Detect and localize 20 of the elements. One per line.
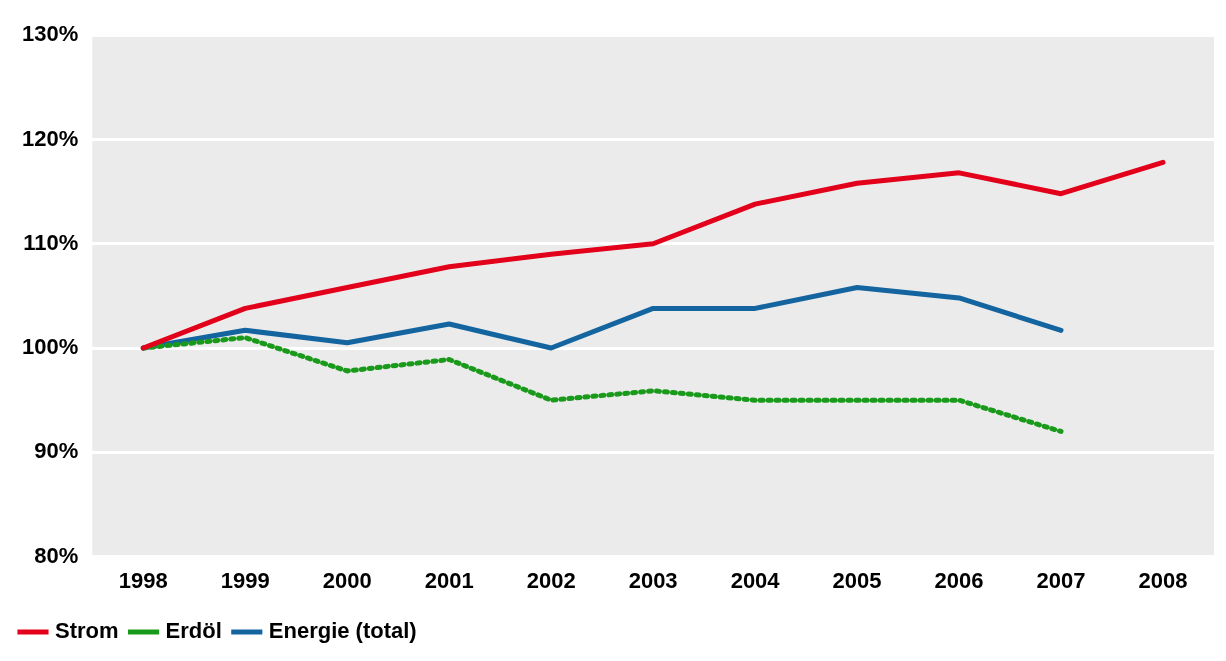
x-tick-label: 2004 [730, 567, 781, 593]
x-tick-label: 2007 [1036, 567, 1086, 593]
y-tick-label: 120% [21, 125, 79, 151]
x-tick-label: 1998 [118, 567, 168, 593]
x-tick-label: 2008 [1138, 567, 1188, 593]
x-tick-label: 2006 [934, 567, 984, 593]
y-tick-label: 130% [21, 21, 79, 47]
legend-label: Strom [55, 618, 119, 644]
x-tick-label: 2005 [832, 567, 882, 593]
y-tick-label: 80% [34, 542, 79, 568]
y-tick-label: 110% [23, 229, 79, 255]
x-tick-label: 2001 [424, 567, 474, 593]
y-tick-label: 100% [21, 334, 79, 360]
x-tick-label: 2003 [628, 567, 678, 593]
legend-label: Energie (total) [268, 618, 417, 644]
y-tick-label: 90% [34, 438, 79, 464]
x-tick-label: 2000 [322, 567, 372, 593]
x-tick-label: 2002 [526, 567, 576, 593]
x-tick-label: 1999 [220, 567, 270, 593]
legend-label: Erdöl [165, 618, 222, 644]
